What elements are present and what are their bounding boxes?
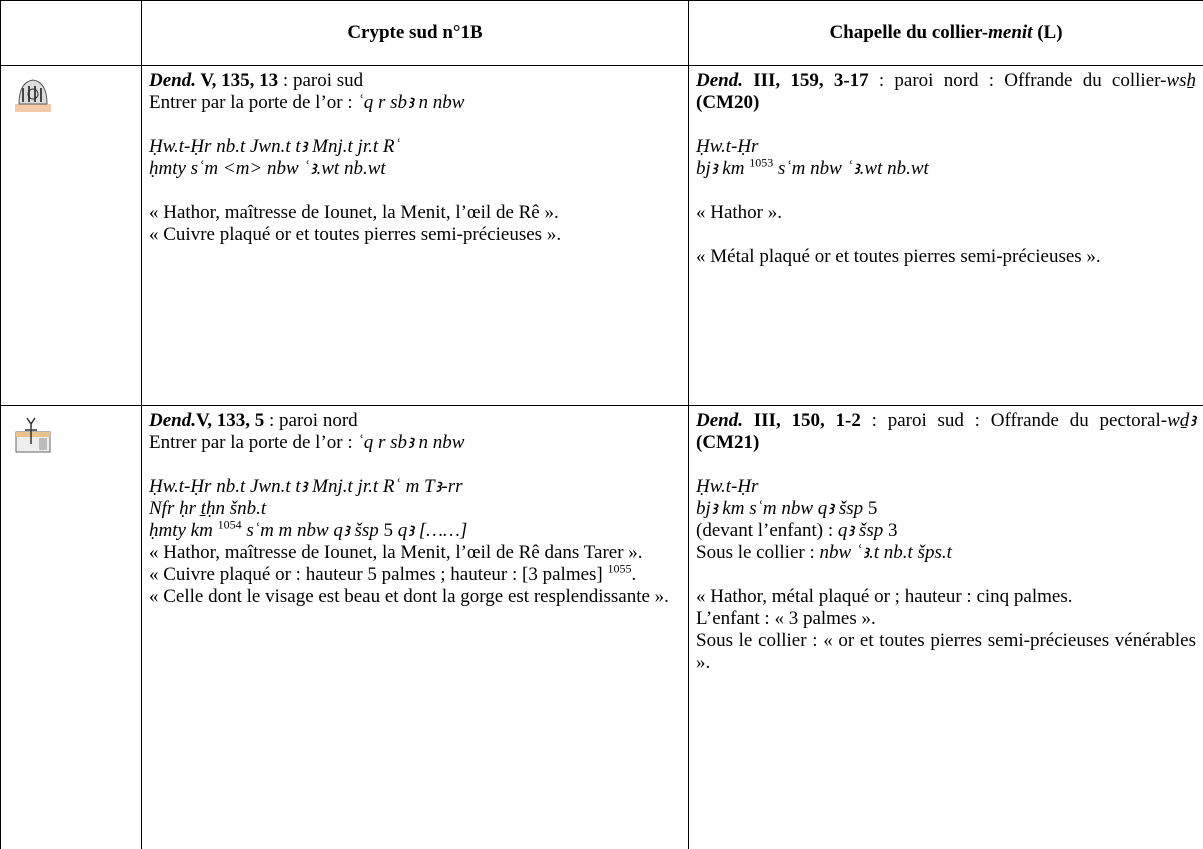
transliteration: Ḥw.t-Ḥr	[696, 136, 758, 157]
translation: « Métal plaqué or et toutes pierres semi…	[696, 246, 1101, 267]
icon-cell	[1, 66, 142, 406]
paragraph: ḥmty km 1054 sʿm m nbw qꜣ šsp 5 qꜣ [……]	[149, 520, 681, 542]
text: Entrer par la porte de l’or :	[149, 92, 357, 113]
paragraph: « Métal plaqué or et toutes pierres semi…	[696, 246, 1196, 268]
row: Dend.V, 133, 5 : paroi nord Entrer par l…	[1, 406, 1203, 849]
number: 5	[868, 498, 878, 519]
paragraph: bjꜣ km sʿm nbw qꜣ šsp 5	[696, 498, 1196, 520]
transliteration: Ḥw.t-Ḥr	[696, 476, 758, 497]
paragraph: (devant l’enfant) : qꜣ šsp 3	[696, 520, 1196, 542]
transliteration: nbw ʿꜣ.t nb.t šps.t	[819, 542, 951, 563]
reference: Dend.	[149, 410, 196, 431]
paragraph: Dend.V, 133, 5 : paroi nord	[149, 410, 681, 432]
paragraph: Dend. III, 150, 1-2 : paroi sud : Offran…	[696, 410, 1196, 454]
translation: « Hathor, maîtresse de Iounet, la Menit,…	[149, 542, 643, 563]
reference: III, 150, 1-2	[743, 410, 861, 431]
text-cell: Dend. III, 150, 1-2 : paroi sud : Offran…	[689, 406, 1203, 849]
row: Dend. V, 135, 13 : paroi sud Entrer par …	[1, 66, 1203, 406]
corner-cell	[1, 1, 142, 66]
reference: V, 133, 5	[196, 410, 264, 431]
reference: Dend.	[696, 70, 743, 91]
paragraph: « Hathor, métal plaqué or ; hauteur : ci…	[696, 586, 1196, 608]
translation: « Hathor, maîtresse de Iounet, la Menit,…	[149, 202, 559, 223]
paragraph: Entrer par la porte de l’or : ʿq r sbꜣ n…	[149, 432, 681, 454]
paragraph: « Hathor, maîtresse de Iounet, la Menit,…	[149, 542, 681, 564]
transliteration: bjꜣ km	[696, 158, 749, 179]
paragraph: « Celle dont le visage est beau et dont …	[149, 586, 681, 608]
header-cell: Chapelle du collier-menit (L)	[689, 1, 1203, 66]
translation: « Cuivre plaqué or et toutes pierres sem…	[149, 224, 561, 245]
translation: L’enfant : « 3 palmes ».	[696, 608, 876, 629]
paragraph: « Hathor ».	[696, 202, 1196, 224]
text: Entrer par la porte de l’or :	[149, 432, 357, 453]
relief-icon	[13, 414, 53, 456]
paragraph: « Hathor, maîtresse de Iounet, la Menit,…	[149, 202, 681, 224]
translation: « Cuivre plaqué or : hauteur 5 palmes ; …	[149, 564, 608, 585]
text: : paroi nord : Offrande du collier-	[869, 70, 1167, 91]
transliteration: Ḥw.t-Ḥr nb.t Jwn.t tꜣ Mnj.t jr.t Rʿ m Tꜣ…	[149, 476, 463, 497]
text-cell: Dend. III, 159, 3-17 : paroi nord : Offr…	[689, 66, 1203, 406]
paragraph: Dend. V, 135, 13 : paroi sud	[149, 70, 681, 92]
header-text: Crypte sud n°1B	[347, 22, 482, 43]
transliteration: ʿq r sbꜣ n nbw	[357, 92, 464, 113]
relief-icon	[13, 74, 53, 114]
text-cell: Dend. V, 135, 13 : paroi sud Entrer par …	[142, 66, 689, 406]
paragraph: ḥmty sʿm <m> nbw ʿꜣ.wt nb.wt	[149, 158, 681, 180]
paragraph: Sous le collier : nbw ʿꜣ.t nb.t šps.t	[696, 542, 1196, 564]
translation: Sous le collier : « or et toutes pierres…	[696, 630, 1196, 673]
paragraph: Dend. III, 159, 3-17 : paroi nord : Offr…	[696, 70, 1196, 114]
transliteration: bjꜣ km sʿm nbw qꜣ šsp	[696, 498, 868, 519]
text: : paroi sud	[278, 70, 363, 91]
transliteration: wḏꜣ	[1167, 410, 1196, 431]
transliteration: ʿq r sbꜣ n nbw	[357, 432, 464, 453]
icon-cell	[1, 406, 142, 849]
translation: « Celle dont le visage est beau et dont …	[149, 586, 669, 607]
footnote-ref: 1054	[218, 518, 242, 532]
paragraph: Ḥw.t-Ḥr	[696, 476, 1196, 498]
code: (CM20)	[696, 92, 759, 113]
translation: .	[632, 564, 637, 585]
transliteration: ḥmty sʿm <m> nbw ʿꜣ.wt nb.wt	[149, 158, 386, 179]
footnote-ref: 1055	[608, 562, 632, 576]
paragraph: Entrer par la porte de l’or : ʿq r sbꜣ n…	[149, 92, 681, 114]
transliteration: qꜣ [……]	[393, 520, 467, 541]
transliteration: qꜣ šsp	[838, 520, 883, 541]
reference: Dend.	[149, 70, 196, 91]
number: 5	[383, 520, 393, 541]
reference: III, 159, 3-17	[743, 70, 869, 91]
transliteration: ḥmty km	[149, 520, 218, 541]
paragraph: Ḥw.t-Ḥr nb.t Jwn.t tꜣ Mnj.t jr.t Rʿ	[149, 136, 681, 158]
header-text: (L)	[1032, 22, 1062, 43]
transliteration: Ḥw.t-Ḥr nb.t Jwn.t tꜣ Mnj.t jr.t Rʿ	[149, 136, 401, 157]
transliteration: sʿm m nbw qꜣ šsp	[242, 520, 384, 541]
translation: « Hathor, métal plaqué or ; hauteur : ci…	[696, 586, 1072, 607]
transliteration: sʿm nbw ʿꜣ.wt nb.wt	[773, 158, 929, 179]
transliteration: wsẖ	[1166, 70, 1196, 91]
code: (CM21)	[696, 432, 759, 453]
paragraph: L’enfant : « 3 palmes ».	[696, 608, 1196, 630]
header-text: menit	[988, 22, 1032, 43]
paragraph: Ḥw.t-Ḥr nb.t Jwn.t tꜣ Mnj.t jr.t Rʿ m Tꜣ…	[149, 476, 681, 498]
text: : paroi sud : Offrande du pectoral-	[861, 410, 1167, 431]
footnote-ref: 1053	[749, 156, 773, 170]
reference: Dend.	[696, 410, 743, 431]
header-row: Crypte sud n°1B Chapelle du collier-meni…	[1, 1, 1203, 66]
header-text: Chapelle du collier-	[829, 22, 988, 43]
text: : paroi nord	[264, 410, 357, 431]
transliteration: Nfr ḥr ṯḥn šnb.t	[149, 498, 266, 519]
paragraph: « Cuivre plaqué or et toutes pierres sem…	[149, 224, 681, 246]
reference: V, 135, 13	[196, 70, 278, 91]
text-cell: Dend.V, 133, 5 : paroi nord Entrer par l…	[142, 406, 689, 849]
paragraph: Sous le collier : « or et toutes pierres…	[696, 630, 1196, 674]
header-cell: Crypte sud n°1B	[142, 1, 689, 66]
paragraph: « Cuivre plaqué or : hauteur 5 palmes ; …	[149, 564, 681, 586]
text: Sous le collier :	[696, 542, 819, 563]
text: (devant l’enfant) :	[696, 520, 838, 541]
number: 3	[883, 520, 897, 541]
paragraph: bjꜣ km 1053 sʿm nbw ʿꜣ.wt nb.wt	[696, 158, 1196, 180]
translation: « Hathor ».	[696, 202, 782, 223]
